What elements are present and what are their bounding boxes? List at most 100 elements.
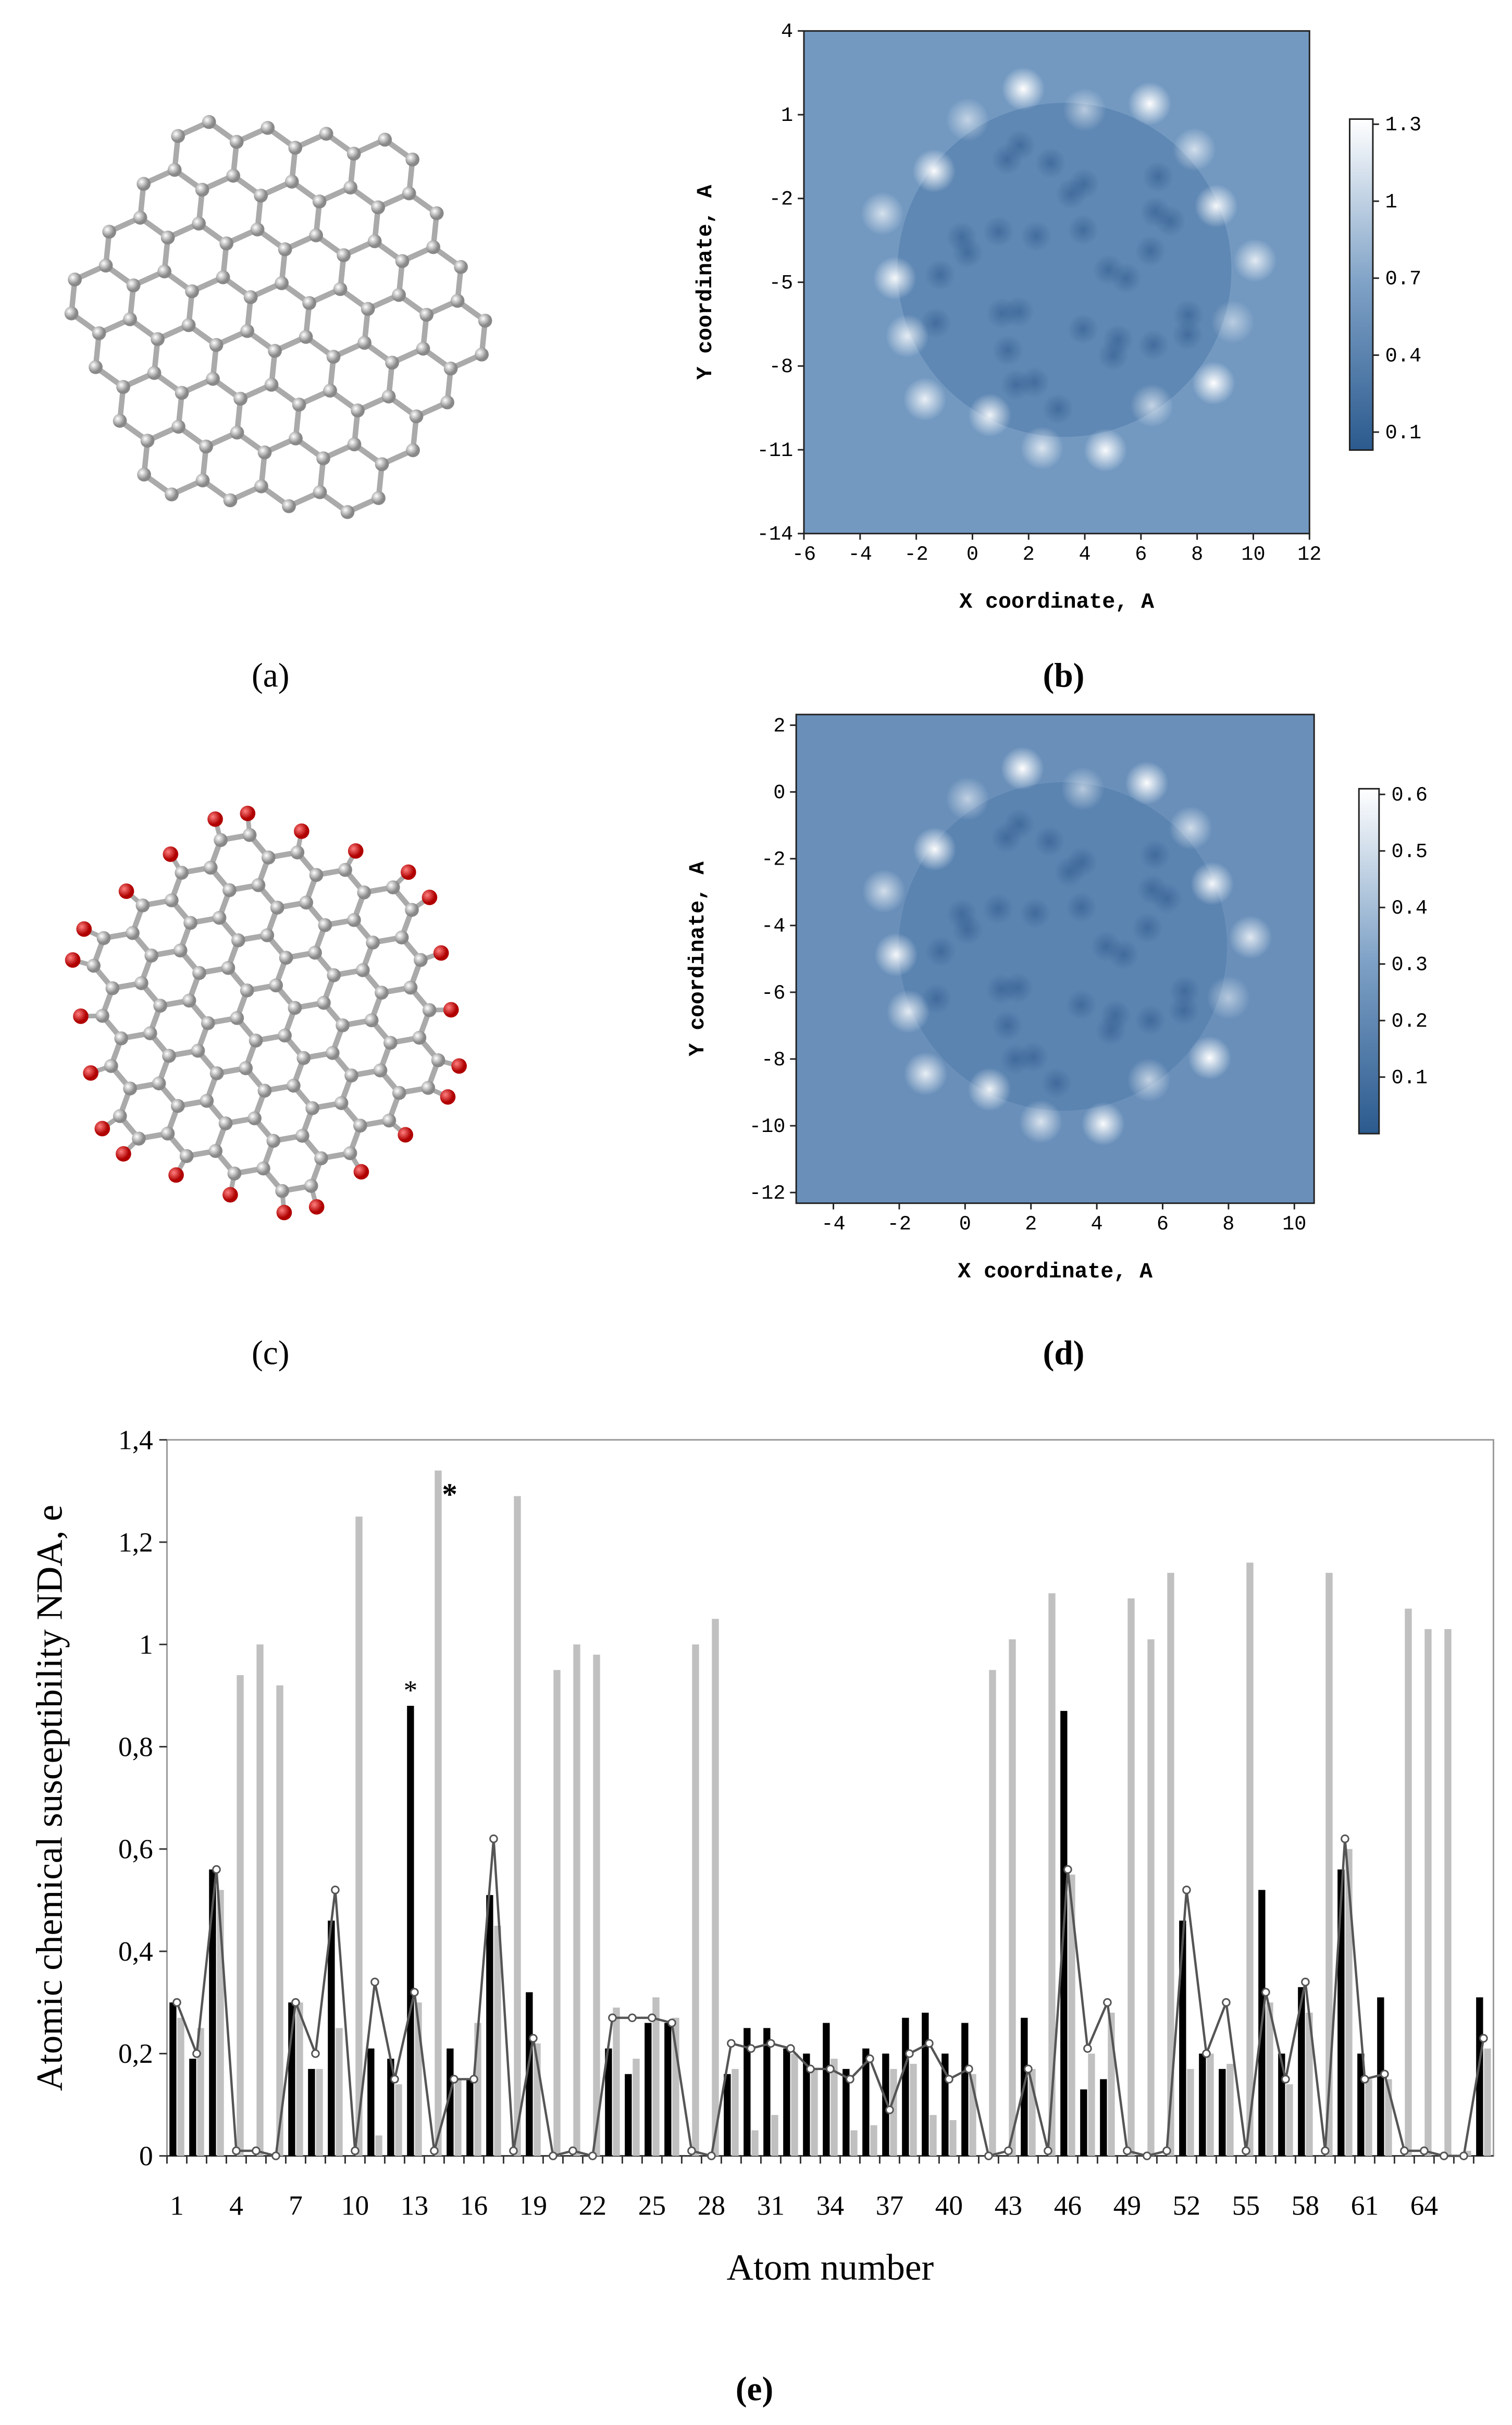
bar xyxy=(783,2048,790,2156)
carbon-atom xyxy=(426,240,441,254)
carbon-atom xyxy=(157,264,171,279)
x-axis-label: X coordinate, A xyxy=(959,590,1154,614)
heatmap-texture xyxy=(1095,1015,1126,1046)
line-marker xyxy=(351,2146,360,2156)
heatmap-texture xyxy=(1065,989,1097,1020)
carbon-atom xyxy=(96,931,111,945)
carbon-atom xyxy=(209,1066,224,1080)
oxygen-atom xyxy=(451,1058,467,1074)
line-marker xyxy=(1459,2151,1468,2160)
carbon-atom xyxy=(257,445,272,460)
heatmap-texture xyxy=(1000,369,1032,400)
x-axis-label: Atom number xyxy=(727,2247,934,2288)
oxygen-atom xyxy=(433,945,449,961)
x-tick-label: 10 xyxy=(341,2189,369,2221)
y-tick-label: -2 xyxy=(769,188,793,211)
heatmap-texture xyxy=(986,298,1018,329)
carbon-atom xyxy=(133,211,147,225)
oxygen-atom xyxy=(94,1121,110,1137)
bar xyxy=(842,2069,850,2156)
bar xyxy=(514,1496,521,2156)
carbon-atom xyxy=(378,132,392,147)
carbon-atom xyxy=(162,1049,176,1063)
carbon-atom xyxy=(357,885,371,900)
bar xyxy=(169,2002,177,2156)
bar xyxy=(732,2069,739,2156)
bar xyxy=(850,2130,858,2156)
carbon-atom xyxy=(239,1061,253,1075)
bar xyxy=(1009,1639,1016,2156)
heatmap-texture xyxy=(946,221,977,253)
line-marker xyxy=(1281,2075,1290,2084)
carbon-atom xyxy=(151,332,165,347)
line-marker xyxy=(1024,2064,1033,2074)
line-marker xyxy=(786,2044,795,2053)
carbon-atom xyxy=(343,180,358,195)
carbon-atom xyxy=(317,995,331,1010)
y-axis-label: Y coordinate, A xyxy=(693,185,718,380)
bar xyxy=(447,2048,454,2156)
y-tick-label: -6 xyxy=(761,982,785,1005)
carbon-atom xyxy=(254,188,268,203)
heatmap-texture xyxy=(1135,235,1166,267)
colorbar xyxy=(1348,118,1374,451)
line-marker xyxy=(1162,2146,1171,2156)
line-marker xyxy=(588,2151,597,2160)
x-tick-label: 22 xyxy=(579,2189,606,2221)
bar xyxy=(633,2059,640,2156)
heatmap-texture xyxy=(982,893,1014,925)
x-tick-label: 43 xyxy=(995,2189,1022,2221)
heatmap-texture xyxy=(1130,384,1174,427)
carbon-atom xyxy=(134,976,148,990)
carbon-atom xyxy=(230,1011,244,1025)
carbon-atom xyxy=(338,863,352,877)
carbon-atom xyxy=(364,1013,379,1028)
x-tick-label: 1 xyxy=(170,2189,184,2221)
heatmap-texture xyxy=(1190,862,1234,906)
carbon-atom xyxy=(95,1008,109,1023)
carbon-atom xyxy=(201,1016,215,1030)
x-tick-label: 0 xyxy=(966,543,978,566)
x-tick-label: 49 xyxy=(1113,2189,1141,2221)
carbon-atom xyxy=(346,146,361,161)
bar xyxy=(1187,2069,1194,2156)
carbon-atom xyxy=(144,949,159,963)
heatmap-texture xyxy=(1135,1005,1166,1036)
x-tick-label: 2 xyxy=(1025,1213,1037,1236)
carbon-atom xyxy=(181,318,196,333)
x-tick-label: 8 xyxy=(1222,1213,1234,1236)
carbon-atom xyxy=(254,479,268,494)
y-tick-label: -8 xyxy=(761,1049,785,1072)
y-tick-label: -12 xyxy=(749,1182,785,1205)
line-marker xyxy=(1182,1886,1191,1894)
heatmap-texture xyxy=(1127,1058,1171,1102)
bar xyxy=(1246,1562,1254,2156)
bar xyxy=(811,2069,818,2156)
line-marker xyxy=(1360,2075,1369,2084)
heatmap-texture xyxy=(1172,319,1203,351)
carbon-atom xyxy=(269,978,283,993)
heatmap-texture xyxy=(1066,846,1098,878)
carbon-atom xyxy=(386,880,400,894)
carbon-atom xyxy=(116,380,130,394)
heatmap-texture xyxy=(1004,130,1036,161)
heatmap-texture xyxy=(1041,1067,1072,1099)
x-tick-label: 13 xyxy=(401,2189,428,2221)
carbon-atom xyxy=(403,980,418,995)
x-tick-label: 61 xyxy=(1351,2189,1379,2221)
bar xyxy=(831,2059,838,2156)
carbon-atom xyxy=(132,1131,146,1146)
carbon-atom xyxy=(325,1046,340,1060)
line-marker xyxy=(331,1886,340,1894)
heatmap-texture xyxy=(1020,897,1051,929)
heatmap-texture xyxy=(1000,747,1044,791)
heatmap-texture xyxy=(968,1067,1011,1111)
bar xyxy=(296,2002,303,2156)
x-tick-label: 4 xyxy=(1091,1213,1103,1236)
carbon-atom xyxy=(143,1026,157,1041)
carbon-atom xyxy=(412,1030,427,1045)
carbon-atom xyxy=(288,1001,302,1015)
carbon-atom xyxy=(275,276,289,290)
carbon-atom xyxy=(102,225,116,239)
carbon-atom xyxy=(289,431,303,446)
